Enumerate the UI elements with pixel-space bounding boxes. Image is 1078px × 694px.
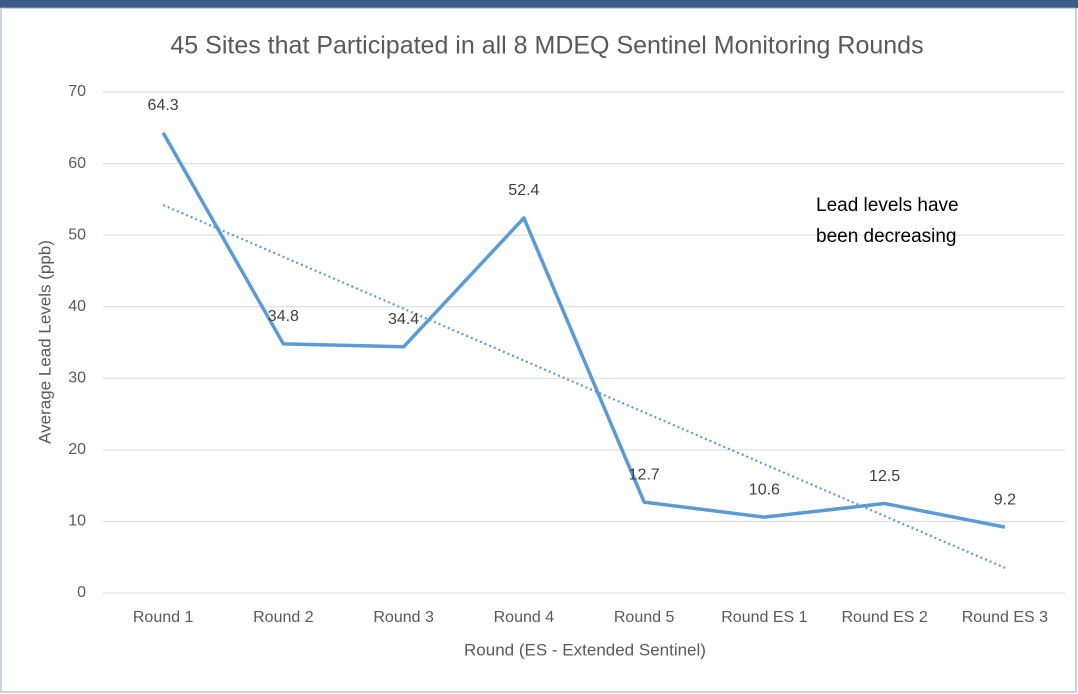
y-tick-label: 30: [68, 370, 86, 387]
chart-title: 45 Sites that Participated in all 8 MDEQ…: [170, 32, 923, 60]
y-tick-label: 0: [77, 584, 86, 601]
y-tick-label: 50: [68, 226, 86, 243]
data-label: 10.6: [749, 481, 780, 498]
y-tick-label: 70: [68, 83, 86, 100]
top-bar: [0, 0, 1078, 8]
x-tick-label: Round 4: [494, 609, 555, 626]
y-tick-label: 20: [68, 441, 86, 458]
annotation: Lead levels have been decreasing: [816, 195, 959, 247]
data-label: 64.3: [148, 97, 179, 114]
series-line: [161, 131, 1006, 529]
x-tick-label: Round ES 1: [721, 609, 807, 626]
x-tick-label: Round ES 3: [962, 609, 1048, 626]
x-tick-label: Round ES 2: [841, 609, 927, 626]
y-tick-label: 10: [68, 513, 86, 530]
data-label: 12.5: [869, 468, 900, 485]
x-axis-label: Round (ES - Extended Sentinel): [464, 640, 706, 659]
y-tick-label: 60: [68, 155, 86, 172]
data-label: 52.4: [508, 182, 539, 199]
y-tick-label: 40: [68, 298, 86, 315]
data-label: 34.8: [268, 308, 299, 325]
trendline: [162, 204, 1006, 569]
data-label: 34.4: [388, 311, 419, 328]
y-axis-label: Average Lead Levels (ppb): [35, 240, 54, 444]
x-tick-label: Round 1: [133, 609, 194, 626]
x-tick-label: Round 5: [614, 609, 675, 626]
data-label: 12.7: [629, 466, 660, 483]
frame: [0, 7, 1077, 693]
x-tick-label: Round 3: [373, 609, 434, 626]
data-label: 9.2: [994, 491, 1016, 508]
x-tick-label: Round 2: [253, 609, 314, 626]
